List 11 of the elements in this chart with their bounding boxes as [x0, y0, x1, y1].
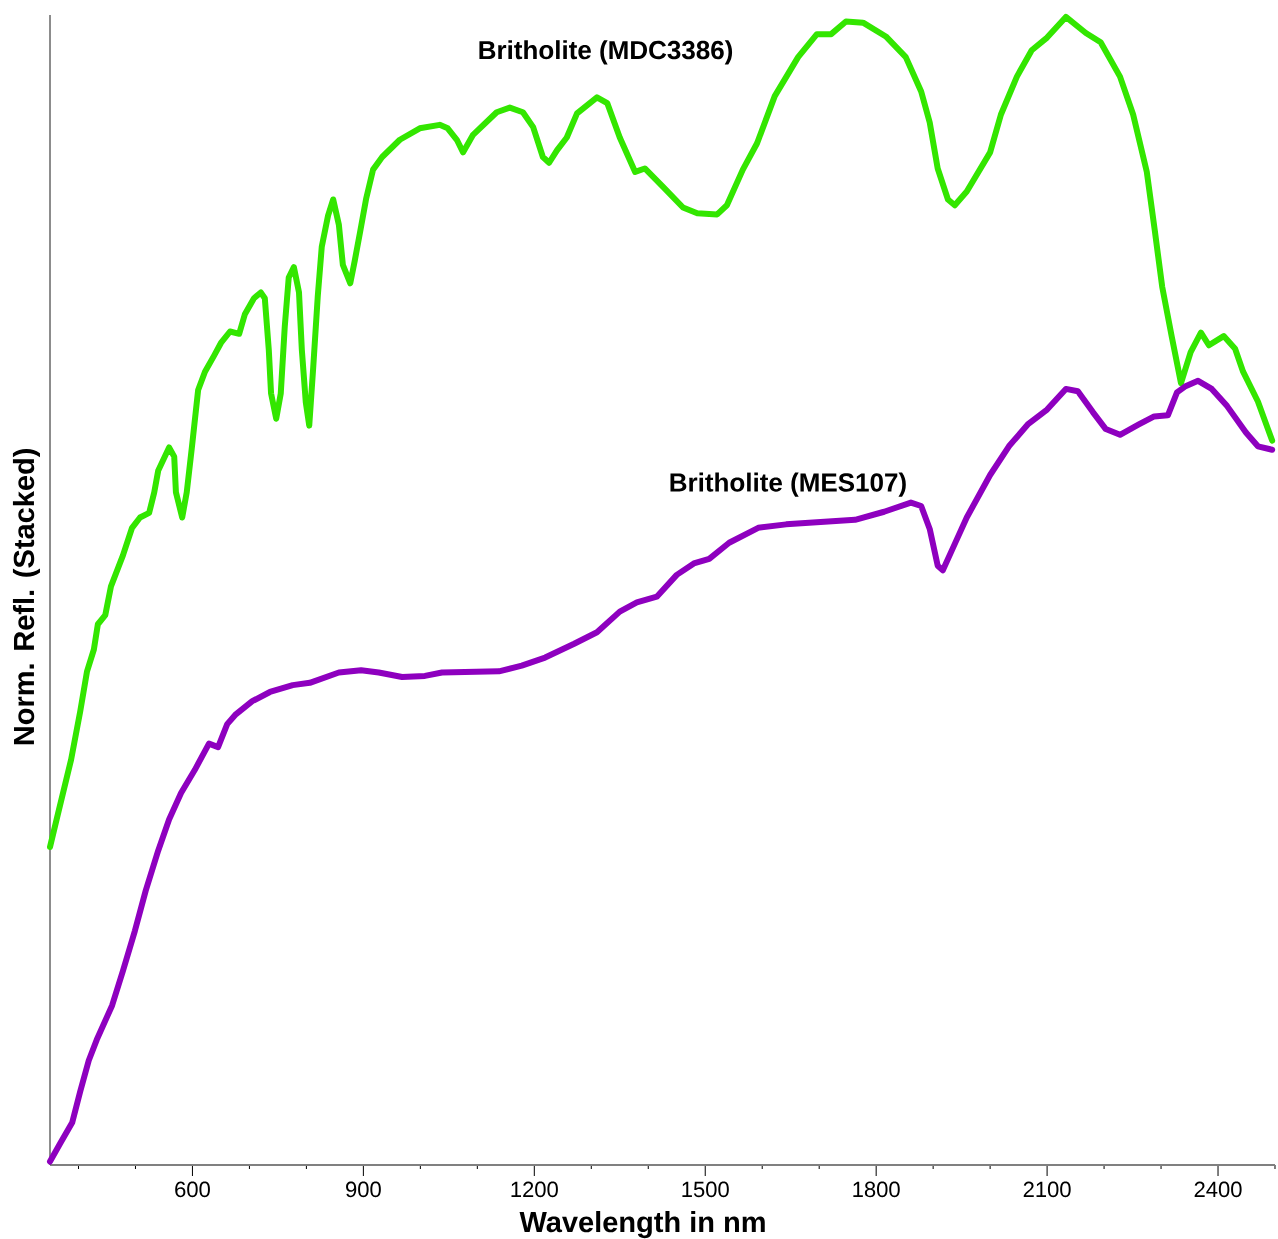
x-tick-label: 900	[346, 1181, 381, 1198]
x-tick-label: 2100	[1023, 1181, 1071, 1198]
x-tick-label: 1800	[853, 1181, 900, 1198]
x-tick-label: 1500	[682, 1181, 729, 1198]
x-tick-label: 1200	[511, 1181, 558, 1198]
y-axis-title: Norm. Refl. (Stacked)	[12, 449, 40, 745]
x-tick-label: 600	[175, 1181, 210, 1198]
x-axis-title: Wavelength in nm	[519, 1211, 765, 1239]
series-label: Britholite (MDC3386)	[479, 40, 733, 65]
x-tick-label: 2400	[1194, 1181, 1242, 1198]
series-label: Britholite (MES107)	[670, 472, 906, 497]
